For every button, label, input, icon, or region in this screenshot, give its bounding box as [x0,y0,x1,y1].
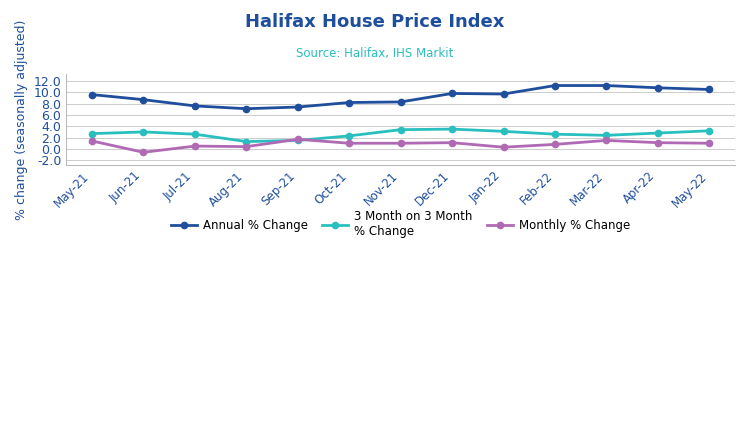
Annual % Change [602,83,611,88]
Monthly % Change [653,140,662,145]
3 Month on 3 Month
% Change [396,127,405,132]
Annual % Change [448,91,457,96]
Monthly % Change [396,141,405,146]
Monthly % Change [190,143,200,148]
3 Month on 3 Month
% Change [88,131,97,136]
Annual % Change [88,92,97,97]
Monthly % Change [293,137,302,142]
3 Month on 3 Month
% Change [293,138,302,143]
Annual % Change [550,83,560,88]
3 Month on 3 Month
% Change [345,133,354,138]
Monthly % Change [242,144,250,149]
Monthly % Change [550,142,560,147]
Annual % Change [242,106,250,111]
Monthly % Change [499,145,508,150]
3 Month on 3 Month
% Change [499,129,508,134]
Text: Source: Halifax, IHS Markit: Source: Halifax, IHS Markit [296,47,454,60]
Annual % Change [653,85,662,91]
3 Month on 3 Month
% Change [550,132,560,137]
Annual % Change [705,87,714,92]
Y-axis label: % change (seasonally adjusted): % change (seasonally adjusted) [15,19,28,220]
3 Month on 3 Month
% Change [705,128,714,133]
Annual % Change [293,104,302,110]
3 Month on 3 Month
% Change [602,133,611,138]
Line: 3 Month on 3 Month
% Change: 3 Month on 3 Month % Change [89,126,712,145]
Monthly % Change [705,141,714,146]
Annual % Change [345,100,354,105]
Line: Annual % Change: Annual % Change [89,82,712,112]
3 Month on 3 Month
% Change [139,129,148,135]
Text: Halifax House Price Index: Halifax House Price Index [245,13,505,31]
3 Month on 3 Month
% Change [653,131,662,136]
Monthly % Change [88,138,97,143]
Monthly % Change [345,141,354,146]
3 Month on 3 Month
% Change [242,139,250,144]
Annual % Change [190,103,200,108]
Monthly % Change [602,138,611,143]
Annual % Change [499,91,508,96]
Monthly % Change [139,150,148,155]
Monthly % Change [448,140,457,145]
Line: Monthly % Change: Monthly % Change [89,136,712,155]
3 Month on 3 Month
% Change [190,132,200,137]
Legend: Annual % Change, 3 Month on 3 Month
% Change, Monthly % Change: Annual % Change, 3 Month on 3 Month % Ch… [166,205,634,242]
Annual % Change [139,97,148,102]
3 Month on 3 Month
% Change [448,126,457,132]
Annual % Change [396,99,405,104]
